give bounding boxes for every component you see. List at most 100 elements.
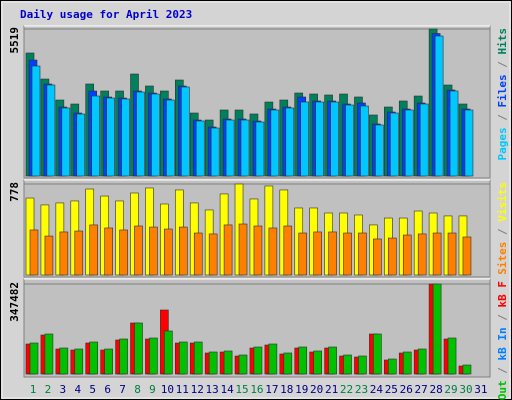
bar (462, 364, 472, 375)
bar (76, 113, 86, 177)
bar (449, 90, 459, 177)
x-tick-label: 9 (149, 383, 156, 396)
bar (151, 93, 160, 177)
bar (462, 236, 472, 276)
bar (210, 127, 220, 177)
bar (402, 351, 412, 375)
bar (388, 237, 397, 276)
bar (464, 109, 474, 177)
legend-entry: Files (496, 74, 509, 107)
bar (447, 337, 457, 375)
bar (59, 231, 69, 276)
legend-entry: Hits (496, 28, 509, 55)
bar (298, 232, 308, 276)
bar (345, 104, 354, 177)
bar (121, 98, 130, 177)
bar (417, 348, 427, 375)
bar (238, 354, 248, 375)
x-tick-label: 31 (474, 383, 487, 396)
x-tick-label: 15 (235, 383, 248, 396)
x-tick-label: 17 (265, 383, 278, 396)
bar (373, 238, 382, 276)
legend: kB Out / kB In / kB F (496, 281, 509, 400)
bar (193, 341, 203, 375)
bar (419, 103, 429, 177)
bar (402, 234, 412, 276)
legend-entry: Visits (496, 182, 509, 222)
bar (447, 232, 457, 276)
bar (390, 112, 399, 177)
x-tick-label: 2 (45, 383, 52, 396)
bar (104, 227, 113, 276)
bar (360, 105, 369, 177)
chart-title: Daily usage for April 2023 (20, 8, 192, 21)
bar (432, 232, 442, 276)
legend-separator: / (496, 108, 509, 128)
legend-separator: / (496, 361, 509, 381)
x-tick-label: 26 (400, 383, 413, 396)
x-tick-label: 8 (134, 383, 141, 396)
bar (136, 91, 145, 177)
y-tick-label: 778 (8, 182, 21, 202)
x-tick-label: 14 (220, 383, 234, 396)
bar (253, 225, 263, 276)
bar (253, 346, 263, 375)
bar (104, 348, 113, 375)
x-tick-label: 16 (250, 383, 263, 396)
bar (59, 347, 69, 375)
legend-separator: / (496, 308, 509, 328)
bar (388, 358, 397, 375)
x-tick-label: 27 (415, 383, 428, 396)
bar (149, 226, 158, 276)
bar (300, 101, 310, 177)
bar (283, 225, 293, 276)
bar (181, 86, 190, 177)
legend-entry: kB Out (496, 380, 509, 400)
bar (417, 233, 427, 276)
bar (61, 107, 71, 177)
bar (193, 232, 203, 276)
bar (315, 101, 324, 177)
bar (134, 322, 143, 375)
bar (434, 35, 444, 177)
legend-entry: Sites (496, 242, 509, 275)
bar (373, 333, 382, 375)
bar (29, 229, 39, 276)
bar (179, 226, 188, 276)
bar (31, 65, 41, 177)
bar (432, 283, 442, 375)
bar (106, 97, 115, 177)
bar (328, 346, 337, 375)
x-tick-label: 4 (74, 383, 81, 396)
bar (375, 124, 384, 177)
x-tick-label: 12 (191, 383, 204, 396)
x-tick-label: 20 (310, 383, 323, 396)
bar (89, 224, 99, 276)
bar (238, 223, 248, 276)
bar (164, 330, 173, 375)
bar (208, 351, 218, 375)
bar (89, 341, 99, 375)
bar (298, 346, 308, 375)
bar (74, 348, 84, 375)
bar (91, 95, 101, 177)
x-tick-label: 11 (176, 383, 189, 396)
bar (343, 232, 352, 276)
x-tick-label: 24 (370, 383, 384, 396)
x-tick-label: 6 (104, 383, 111, 396)
x-tick-label: 10 (161, 383, 174, 396)
bar (44, 333, 54, 375)
bar (119, 338, 128, 375)
legend-separator: / (496, 222, 509, 242)
bar (328, 231, 337, 276)
legend: Pages / Files / Hits (496, 28, 509, 161)
bar (164, 228, 173, 276)
bar (268, 227, 278, 276)
bar (225, 119, 235, 177)
bar (134, 225, 143, 276)
x-tick-label: 7 (119, 383, 126, 396)
bar (313, 231, 322, 276)
bar (313, 350, 322, 375)
